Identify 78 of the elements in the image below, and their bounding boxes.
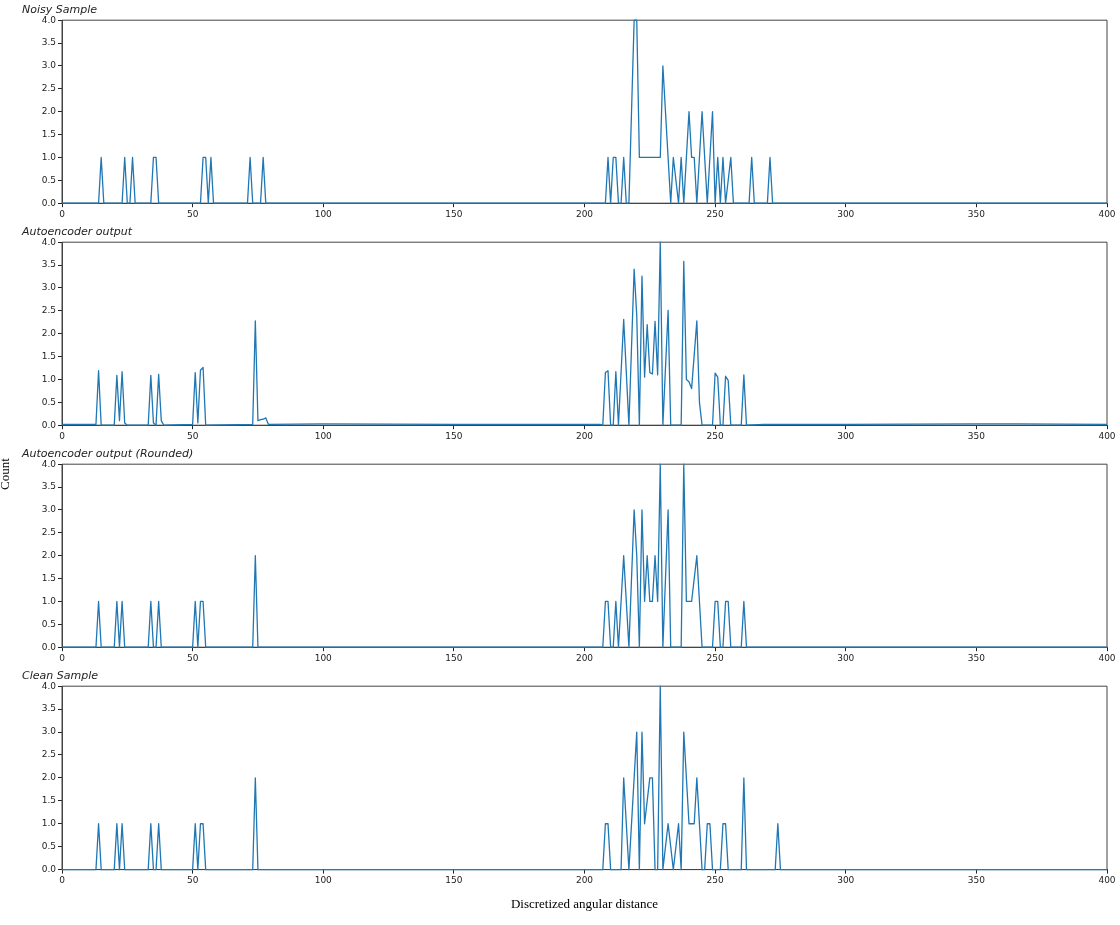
x-tick-label: 250 [706,875,724,886]
y-tick-label: 4.0 [41,458,57,469]
y-tick-label: 2.5 [41,83,56,94]
x-tick-label: 250 [706,652,724,663]
y-tick-label: 1.0 [41,373,57,384]
x-tick-label: 200 [575,208,594,219]
y-tick-label: 1.5 [41,795,56,806]
y-tick-label: 3.5 [41,481,56,492]
y-tick-label: 4.0 [41,236,57,247]
x-tick-label: 300 [837,208,855,219]
y-tick-label: 3.5 [41,259,56,270]
y-tick-label: 1.5 [41,128,56,139]
x-tick-label: 0 [59,875,66,886]
x-tick-label: 300 [837,652,855,663]
x-tick-label: 0 [59,208,66,219]
y-tick-label: 1.5 [41,572,56,583]
x-tick-label: 300 [837,430,855,441]
x-tick-label: 0 [59,652,66,663]
y-tick-label: 0.5 [41,396,56,407]
chart-title: Noisy Sample [22,3,98,17]
x-tick-label: 50 [186,875,199,886]
x-tick-label: 200 [575,652,594,663]
x-tick-label: 150 [445,652,463,663]
y-tick-label: 1.0 [41,151,57,162]
y-tick-label: 0.5 [41,174,56,185]
x-tick-label: 100 [314,208,333,219]
x-tick-label: 400 [1098,652,1116,663]
y-tick-label: 0.5 [41,841,56,852]
y-tick-label: 3.0 [41,60,57,71]
y-tick-label: 2.0 [41,106,57,117]
y-tick-label: 3.5 [41,703,56,714]
x-tick-label: 100 [314,875,333,886]
x-tick-label: 250 [706,430,724,441]
y-tick-label: 2.0 [41,772,57,783]
x-tick-label: 50 [186,430,199,441]
chart-title: Autoencoder output [21,225,133,239]
x-tick-label: 250 [706,208,724,219]
y-tick-label: 3.0 [41,726,57,737]
y-axis-title: Count [0,458,13,490]
x-tick-label: 400 [1098,875,1116,886]
y-tick-label: 2.5 [41,305,56,316]
x-tick-label: 100 [314,652,333,663]
x-tick-label: 400 [1098,208,1116,219]
y-tick-label: 2.0 [41,550,57,561]
y-tick-label: 0.0 [41,419,57,430]
y-tick-label: 0.5 [41,618,56,629]
chart-title: Clean Sample [22,669,99,683]
x-axis-title: Discretized angular distance [510,895,659,911]
y-tick-label: 3.5 [41,37,56,48]
y-tick-label: 2.5 [41,527,56,538]
y-tick-label: 3.0 [41,504,57,515]
x-tick-label: 350 [967,875,986,886]
chart-title: Autoencoder output (Rounded) [21,447,194,461]
y-tick-label: 0.0 [41,197,57,208]
x-tick-label: 200 [575,430,594,441]
x-tick-label: 0 [59,430,66,441]
y-tick-label: 1.5 [41,350,56,361]
x-tick-label: 400 [1098,430,1116,441]
x-tick-label: 100 [314,430,333,441]
y-tick-label: 2.5 [41,749,56,760]
x-tick-label: 50 [186,208,199,219]
y-tick-label: 0.0 [41,863,57,874]
x-tick-label: 350 [967,652,986,663]
y-tick-label: 1.0 [41,818,57,829]
x-tick-label: 350 [967,208,986,219]
y-tick-label: 0.0 [41,641,57,652]
x-tick-label: 200 [575,875,594,886]
y-tick-label: 2.0 [41,328,57,339]
x-tick-label: 150 [445,208,463,219]
x-tick-label: 300 [837,875,855,886]
y-tick-label: 1.0 [41,595,57,606]
y-tick-label: 4.0 [41,14,57,25]
y-tick-label: 3.0 [41,282,57,293]
x-tick-label: 350 [967,430,986,441]
y-tick-label: 4.0 [41,680,57,691]
x-tick-label: 50 [186,652,199,663]
x-tick-label: 150 [445,430,463,441]
x-tick-label: 150 [445,875,463,886]
